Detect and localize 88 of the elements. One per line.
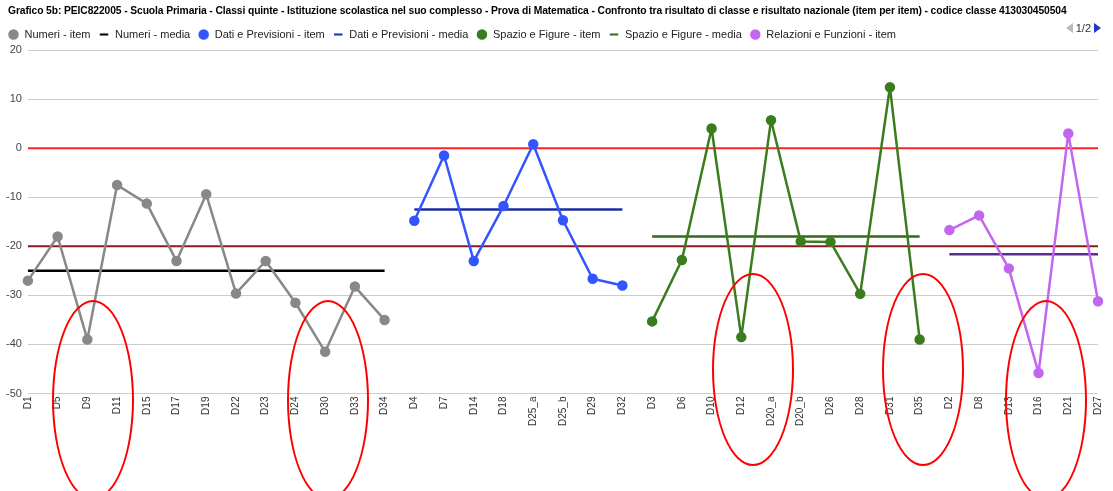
x-tick-label: D1 [21,396,33,410]
x-tick-label: D28 [853,396,865,415]
point [1063,128,1074,139]
x-tick-label: D27 [1091,396,1103,415]
y-tick-label: 20 [9,43,22,56]
x-tick-label: D14 [467,396,479,415]
x-tick-label: D35 [913,396,925,415]
x-tick-label: D29 [586,396,598,415]
point [379,314,390,326]
point [22,275,34,286]
y-tick-label: 0 [15,141,22,154]
x-tick-label: D6 [675,396,687,410]
x-tick-label: D9 [81,396,93,410]
x-tick-label: D7 [437,396,449,410]
point [527,138,539,150]
x-tick-label: D24 [289,396,301,415]
point [468,255,480,267]
x-tick-label: D2 [943,396,955,410]
point [914,334,925,345]
x-tick-label: D20_b [794,396,806,426]
x-tick-label: D17 [170,396,182,415]
legend-label: Numeri - item [24,27,91,40]
x-tick-label: D33 [348,396,360,415]
legend-label: Spazio e Figure - item [492,27,601,40]
x-tick-label: D19 [200,396,211,415]
x-tick-label: D22 [229,396,241,415]
point [438,150,450,161]
legend-label: Dati e Previsioni - item [214,27,325,40]
point [141,198,153,209]
y-tick-label: -40 [5,337,22,350]
point [349,281,361,292]
legend-label: Numeri - media [115,27,192,40]
legend-label: Spazio e Figure - media [625,27,743,40]
point [795,236,806,247]
text: 1/2 [1075,22,1091,34]
x-tick-label: D4 [408,396,420,410]
point [1092,296,1104,307]
point [557,215,569,226]
x-tick-label: D8 [972,396,984,410]
y-tick-label: -50 [5,386,22,399]
point [884,82,896,93]
x-tick-label: D20_a [764,396,776,426]
x-tick-label: D32 [616,396,628,415]
point [82,334,93,345]
point [587,273,598,284]
x-tick-label: D15 [140,396,152,415]
point [617,280,628,291]
point [973,210,985,221]
y-tick-label: -20 [5,239,22,252]
point [646,316,658,327]
point [260,255,271,267]
x-tick-label: D30 [318,396,330,415]
point [854,288,866,300]
y-tick-label: -30 [5,288,22,301]
point [290,297,301,308]
point [765,114,777,126]
point [171,255,182,267]
x-tick-label: D3 [645,396,657,410]
legend-label: Relazioni e Funzioni - item [766,27,896,40]
x-tick-label: D23 [259,396,271,415]
x-tick-label: D25_a [526,396,538,426]
point [736,331,747,343]
x-tick-label: D12 [735,396,747,415]
y-tick-label: -10 [5,190,22,203]
point [319,346,331,358]
x-tick-label: D26 [824,396,836,415]
y-tick-label: 10 [9,92,22,105]
point [1003,263,1015,274]
point [706,123,717,134]
x-tick-label: D18 [497,396,509,415]
point [201,189,212,200]
point [52,231,63,242]
point [944,224,955,236]
x-tick-label: D16 [1032,396,1044,415]
chart-title: Grafico 5b: PEIC822005 - Scuola Primaria - Classi quinte - Istituzione scolastica nel suo complesso - Prova di Matematica - Confronto tra risultato di classe e risultato nazionale (item per item) - codice classe 413030450504 [8,5,1067,16]
point [825,236,836,248]
point [676,254,688,266]
point [498,200,509,212]
point [230,288,242,299]
point [409,215,420,227]
point [1033,367,1044,379]
x-tick-label: D11 [110,396,122,415]
x-tick-label: D34 [378,396,390,415]
x-tick-label: D25_b [556,396,568,426]
x-tick-label: D21 [1062,396,1074,415]
legend-label: Dati e Previsioni - media [349,27,470,40]
point [111,179,123,191]
x-tick-label: D10 [705,396,717,415]
